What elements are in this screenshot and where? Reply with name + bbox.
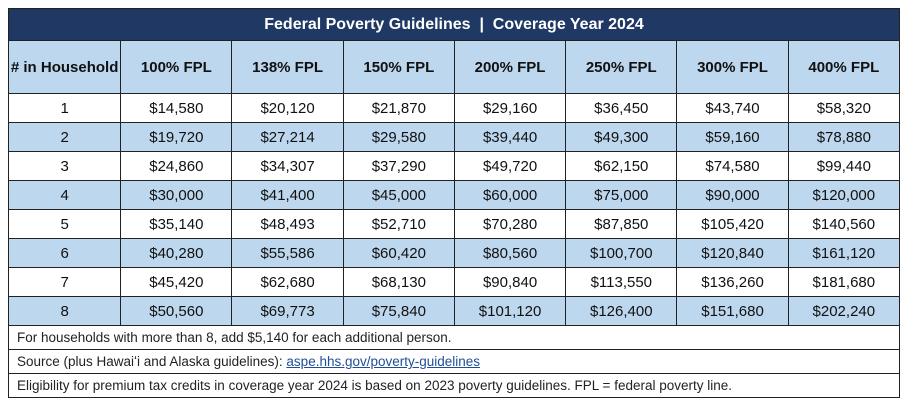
fpl-amount: $99,440 [787, 151, 901, 181]
note-additional: For households with more than 8, add $5,… [8, 325, 900, 350]
note-row: For households with more than 8, add $5,… [8, 325, 900, 350]
fpl-amount: $75,840 [342, 296, 455, 326]
fpl-amount: $105,420 [676, 209, 789, 239]
household-size: 5 [7, 209, 122, 239]
fpl-amount: $74,580 [676, 151, 789, 181]
fpl-amount: $60,420 [342, 238, 455, 268]
household-size: 3 [7, 151, 122, 181]
source-label: Source (plus Hawaiʻi and Alaska guidelin… [17, 354, 283, 369]
source-link[interactable]: aspe.hhs.gov/poverty-guidelines [286, 354, 481, 369]
household-size: 1 [7, 93, 122, 123]
fpl-amount: $90,000 [676, 180, 789, 210]
data-row: 1 $14,580 $20,120 $21,870 $29,160 $36,450 $43,… [7, 93, 901, 123]
column-header: 138% FPL [231, 40, 344, 94]
fpl-amount: $50,560 [120, 296, 233, 326]
note-row: Eligibility for premium tax credits in c… [8, 373, 900, 398]
data-row: 6 $40,280 $55,586 $60,420 $80,560 $100,700 $12… [7, 238, 901, 268]
fpl-amount: $21,870 [342, 93, 455, 123]
household-size: 8 [7, 296, 122, 326]
fpl-amount: $120,000 [787, 180, 901, 210]
fpl-amount: $80,560 [453, 238, 567, 268]
household-size: 6 [7, 238, 122, 268]
household-size: 4 [7, 180, 122, 210]
column-header: 250% FPL [565, 40, 678, 94]
fpl-amount: $69,773 [231, 296, 344, 326]
fpl-amount: $39,440 [453, 122, 567, 152]
fpl-amount: $136,260 [676, 267, 789, 297]
household-size: 7 [7, 267, 122, 297]
fpl-amount: $161,120 [787, 238, 901, 268]
fpl-amount: $45,000 [342, 180, 455, 210]
fpl-amount: $55,586 [231, 238, 344, 268]
fpl-amount: $43,740 [676, 93, 789, 123]
title-row: Federal Poverty Guidelines | Coverage Ye… [8, 8, 900, 41]
fpl-amount: $36,450 [565, 93, 678, 123]
fpl-amount: $75,000 [565, 180, 678, 210]
column-header: 150% FPL [342, 40, 455, 94]
fpl-amount: $27,214 [231, 122, 344, 152]
fpl-amount: $120,840 [676, 238, 789, 268]
fpl-amount: $19,720 [120, 122, 233, 152]
poverty-table: Federal Poverty Guidelines | Coverage Ye… [7, 8, 901, 398]
fpl-amount: $35,140 [120, 209, 233, 239]
column-header: 300% FPL [676, 40, 789, 94]
fpl-amount: $113,550 [565, 267, 678, 297]
note-source: Source (plus Hawaiʻi and Alaska guidelin… [8, 349, 900, 374]
fpl-amount: $30,000 [120, 180, 233, 210]
fpl-amount: $37,290 [342, 151, 455, 181]
data-row: 8 $50,560 $69,773 $75,840 $101,120 $126,400 $1… [7, 296, 901, 326]
fpl-amount: $41,400 [231, 180, 344, 210]
fpl-amount: $58,320 [787, 93, 901, 123]
fpl-amount: $29,580 [342, 122, 455, 152]
fpl-amount: $78,880 [787, 122, 901, 152]
fpl-amount: $52,710 [342, 209, 455, 239]
fpl-amount: $34,307 [231, 151, 344, 181]
fpl-amount: $20,120 [231, 93, 344, 123]
fpl-amount: $70,280 [453, 209, 567, 239]
column-header: # in Household [7, 40, 122, 94]
fpl-amount: $29,160 [453, 93, 567, 123]
fpl-amount: $14,580 [120, 93, 233, 123]
fpl-amount: $140,560 [787, 209, 901, 239]
data-row: 2 $19,720 $27,214 $29,580 $39,440 $49,300 $59,… [7, 122, 901, 152]
column-header: 400% FPL [787, 40, 901, 94]
fpl-amount: $151,680 [676, 296, 789, 326]
fpl-amount: $126,400 [565, 296, 678, 326]
fpl-amount: $49,720 [453, 151, 567, 181]
fpl-amount: $59,160 [676, 122, 789, 152]
table-title: Federal Poverty Guidelines | Coverage Ye… [8, 8, 900, 41]
data-row: 7 $45,420 $62,680 $68,130 $90,840 $113,550 $13… [7, 267, 901, 297]
fpl-amount: $90,840 [453, 267, 567, 297]
fpl-amount: $87,850 [565, 209, 678, 239]
data-row: 5 $35,140 $48,493 $52,710 $70,280 $87,850 $105… [7, 209, 901, 239]
fpl-amount: $68,130 [342, 267, 455, 297]
note-eligibility: Eligibility for premium tax credits in c… [8, 373, 900, 398]
poverty-table-wrap: Federal Poverty Guidelines | Coverage Ye… [7, 8, 901, 398]
fpl-amount: $62,680 [231, 267, 344, 297]
header-row: # in Household 100% FPL 138% FPL 150% FPL 20… [7, 40, 901, 94]
data-row: 3 $24,860 $34,307 $37,290 $49,720 $62,150 $74,… [7, 151, 901, 181]
fpl-amount: $45,420 [120, 267, 233, 297]
column-header: 100% FPL [120, 40, 233, 94]
fpl-amount: $48,493 [231, 209, 344, 239]
household-size: 2 [7, 122, 122, 152]
fpl-amount: $60,000 [453, 180, 567, 210]
fpl-amount: $40,280 [120, 238, 233, 268]
fpl-amount: $24,860 [120, 151, 233, 181]
fpl-amount: $100,700 [565, 238, 678, 268]
fpl-amount: $62,150 [565, 151, 678, 181]
fpl-amount: $181,680 [787, 267, 901, 297]
fpl-amount: $202,240 [787, 296, 901, 326]
fpl-amount: $101,120 [453, 296, 567, 326]
column-header: 200% FPL [453, 40, 567, 94]
fpl-amount: $49,300 [565, 122, 678, 152]
note-row: Source (plus Hawaiʻi and Alaska guidelin… [8, 349, 900, 374]
data-row: 4 $30,000 $41,400 $45,000 $60,000 $75,000 $90,… [7, 180, 901, 210]
